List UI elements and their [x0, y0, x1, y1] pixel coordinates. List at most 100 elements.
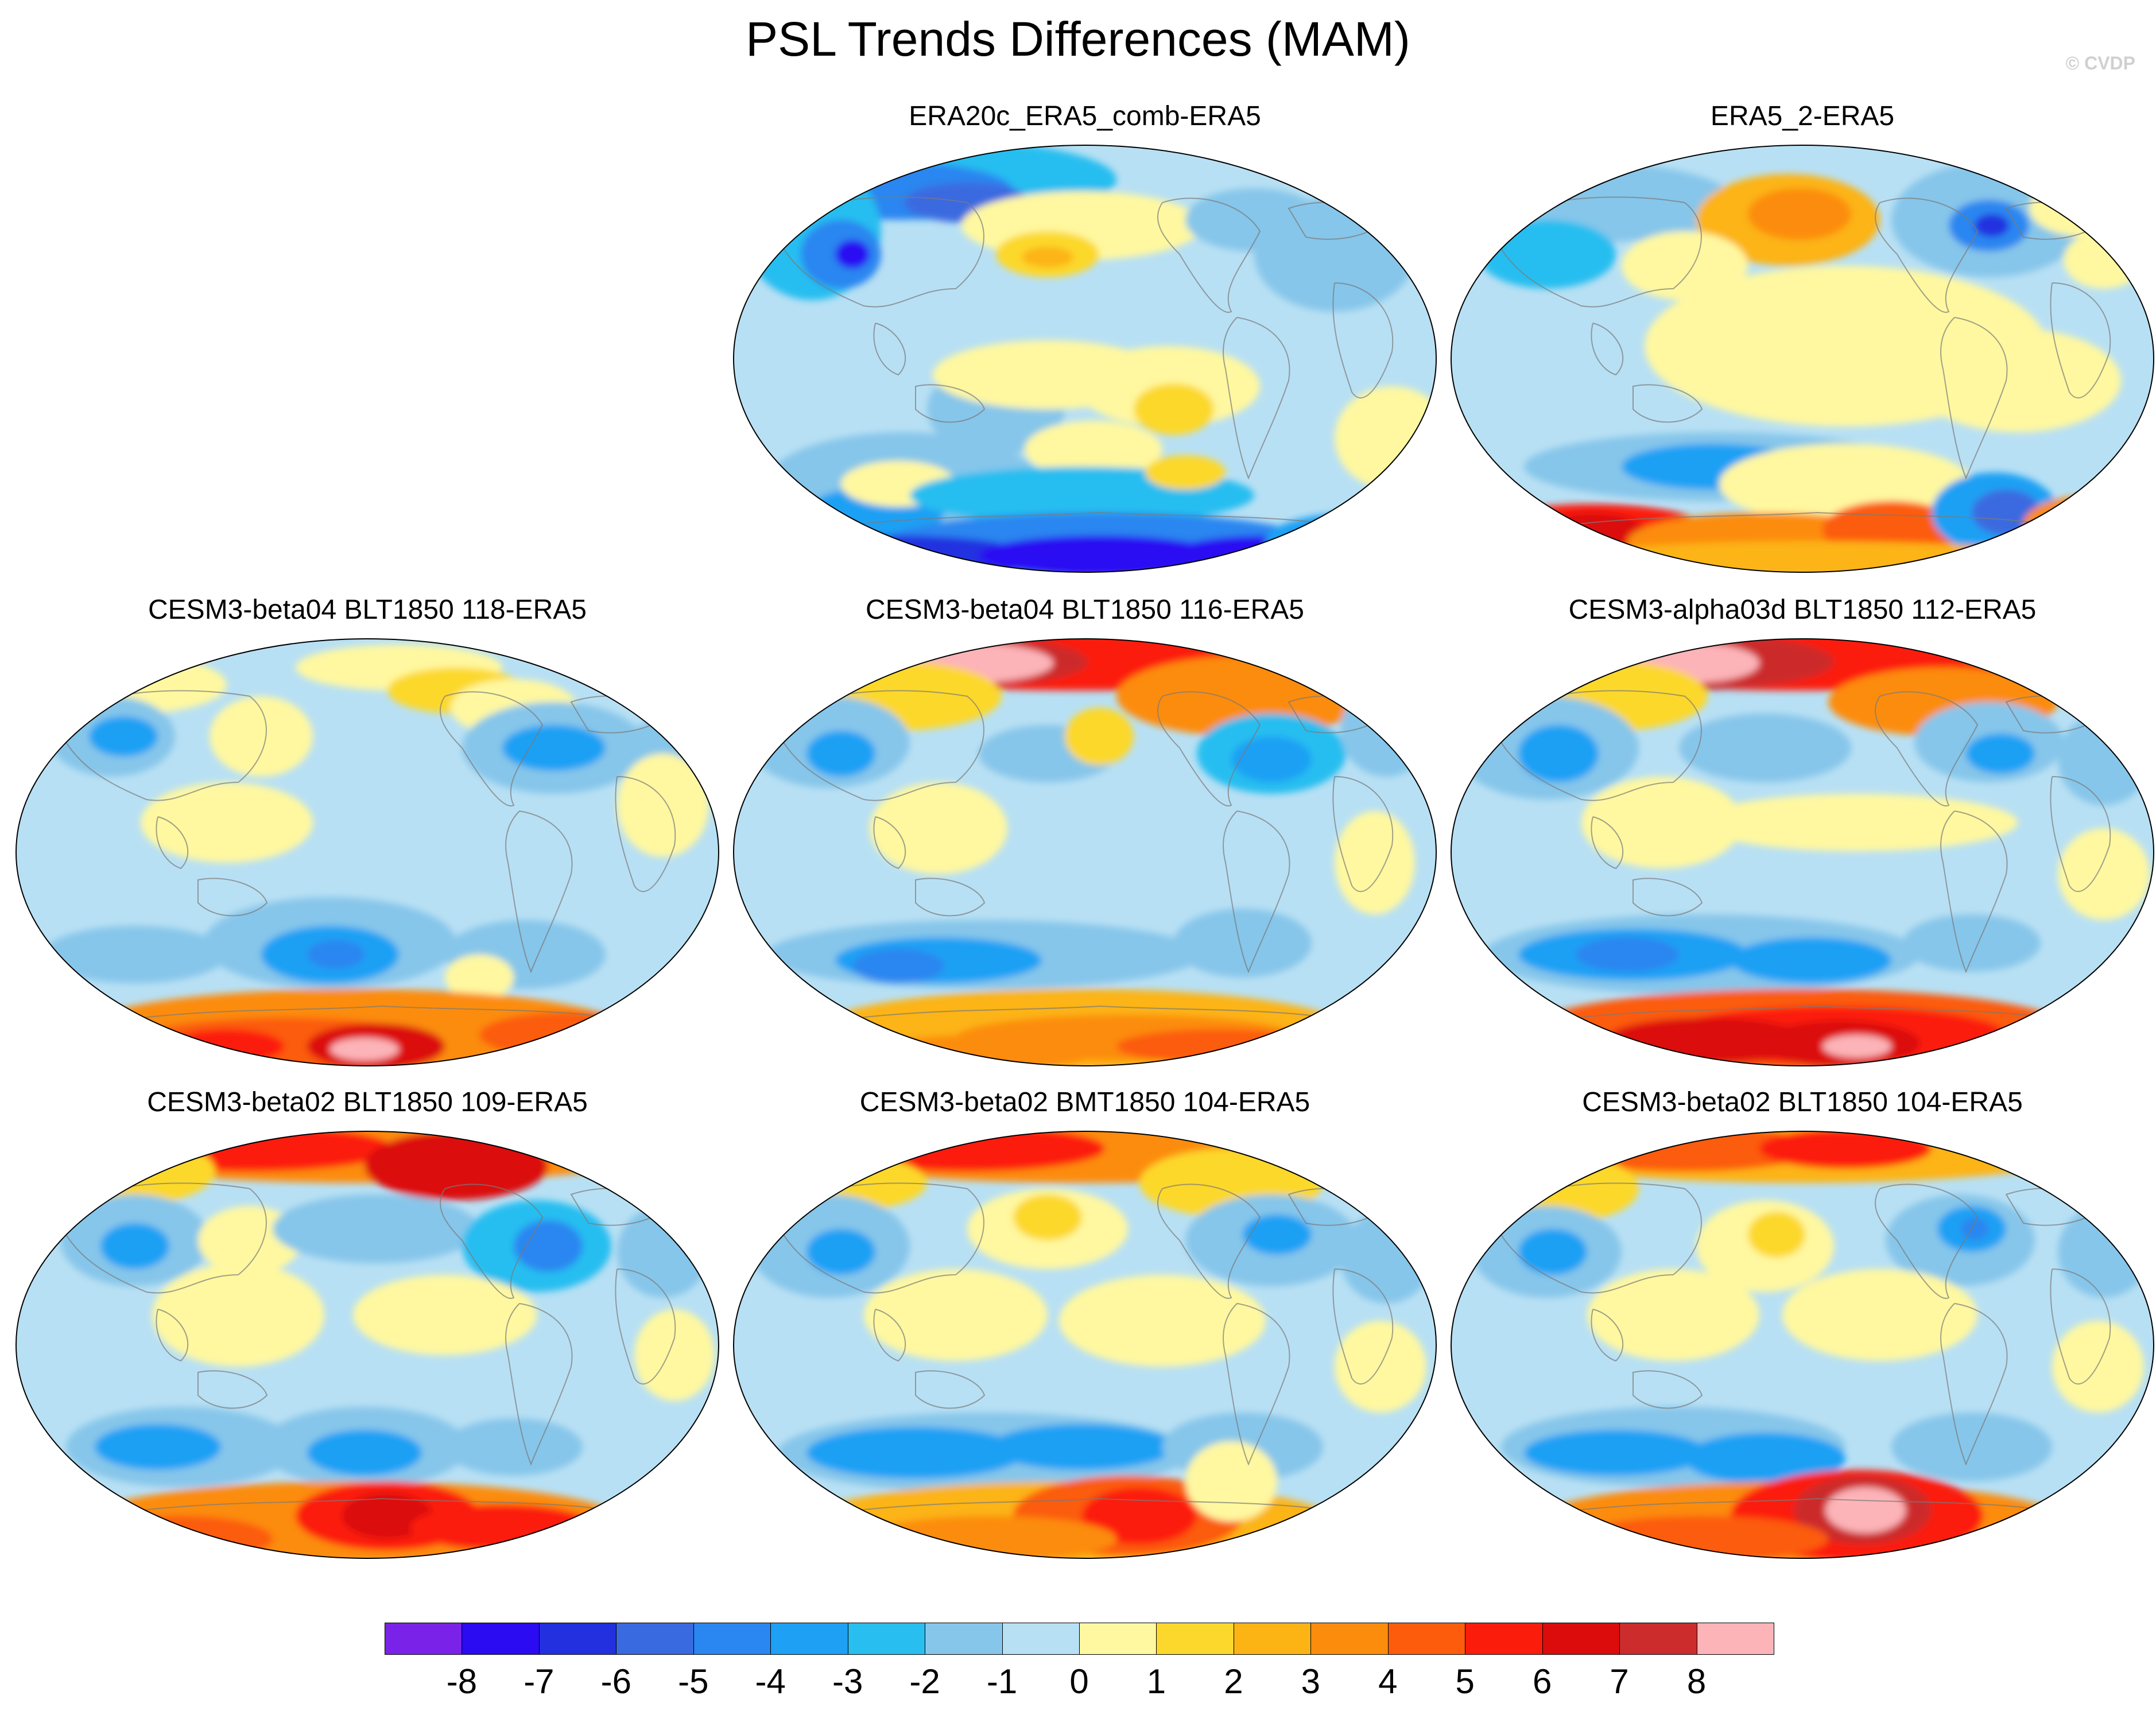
map-svg: [1451, 1131, 2154, 1559]
contour-region: [1891, 1413, 2052, 1481]
coastline: [1223, 1303, 1290, 1466]
coastline: [156, 816, 189, 870]
coastline: [1500, 1497, 2104, 1522]
contour-region: [1022, 247, 1073, 267]
coastline: [915, 384, 986, 423]
figure-title: PSL Trends Differences (MAM): [746, 12, 1410, 66]
map-panel-cesm3-beta04-blt1850-116: CESM3-beta04 BLT1850 116-ERA5: [726, 594, 1444, 1088]
panel-title: CESM3-beta04 BLT1850 118-ERA5: [148, 595, 587, 625]
coastline: [783, 1005, 1387, 1030]
contour-region: [2064, 231, 2144, 289]
colorbar-label: -5: [678, 1662, 709, 1701]
coastlines: [54, 1182, 676, 1522]
contour-region: [1914, 329, 2121, 432]
map-svg: [15, 1131, 719, 1559]
contour-region: [1576, 937, 1679, 972]
panel-title: CESM3-beta02 BLT1850 104-ERA5: [1582, 1087, 2023, 1118]
contour-region: [445, 1418, 583, 1476]
contour-region: [169, 1029, 284, 1064]
contour-region: [1966, 734, 2035, 774]
contour-region: [806, 1229, 875, 1275]
coastline: [1940, 810, 2008, 973]
panel-title: CESM3-beta02 BLT1850 109-ERA5: [147, 1087, 588, 1118]
colorbar-label: 3: [1301, 1662, 1321, 1701]
coastlines: [1489, 196, 2111, 536]
map-border: [15, 638, 719, 1066]
map-border: [1451, 1131, 2154, 1559]
contour-region: [2058, 1206, 2150, 1298]
colorbar-label: -7: [524, 1662, 554, 1701]
contour-region: [1903, 914, 2041, 972]
contour-region: [1340, 685, 1432, 777]
colorbar-label: 8: [1686, 1662, 1707, 1701]
contour-region: [1696, 794, 2018, 851]
colorbar-label: 6: [1532, 1662, 1552, 1701]
contour-region: [1243, 1215, 1312, 1255]
colorbar: [385, 1623, 1774, 1655]
contour-region: [1478, 220, 1616, 289]
trend-field: [1451, 1131, 2154, 1558]
colorbar-swatch: [1002, 1623, 1080, 1655]
contour-region: [1975, 214, 2009, 237]
coastline: [783, 1497, 1387, 1522]
coastline: [439, 691, 544, 807]
contour-region: [870, 1035, 1099, 1066]
contour-region: [1231, 736, 1312, 782]
coastline: [439, 1184, 544, 1299]
map-border: [733, 1131, 1437, 1559]
map-border: [733, 145, 1437, 573]
contour-region: [829, 1131, 1105, 1171]
map-border: [1451, 145, 2154, 573]
map-panel-cesm3-beta02-blt1850-104: CESM3-beta02 BLT1850 104-ERA5: [1444, 1087, 2156, 1580]
coastline: [65, 1497, 669, 1522]
coastline: [1500, 1005, 2104, 1030]
coastline: [915, 878, 986, 917]
contour-region: [100, 1223, 169, 1269]
colorbar-label: 2: [1224, 1662, 1243, 1701]
coastline: [1332, 1268, 1394, 1385]
coastline: [1940, 317, 2008, 480]
contour-region: [502, 725, 606, 771]
coastline: [1874, 1184, 1979, 1299]
trend-field: [734, 639, 1436, 1066]
contour-region: [806, 1427, 1025, 1479]
contour-region: [514, 1220, 583, 1272]
coastline: [1500, 511, 2104, 536]
trend-field: [734, 145, 1436, 572]
colorbar-label: -3: [832, 1662, 863, 1701]
coastline: [1489, 1182, 1702, 1294]
map-svg: [733, 638, 1437, 1066]
coastline: [1632, 1370, 1703, 1409]
contour-region: [2058, 713, 2150, 805]
contour-region: [1685, 1433, 1845, 1484]
colorbar-swatch: [1542, 1623, 1620, 1655]
contour-region: [43, 926, 227, 983]
map-border: [1451, 638, 2154, 1066]
coastline: [1632, 384, 1703, 423]
coastline: [1591, 323, 1624, 376]
coastline: [1157, 691, 1261, 807]
coastline: [1489, 196, 1702, 308]
coastline: [505, 810, 573, 973]
colorbar-swatch: [1156, 1623, 1234, 1655]
contour-region: [1266, 513, 1436, 570]
contour-region: [864, 1269, 1048, 1361]
colorbar-swatch: [385, 1623, 463, 1655]
contour-region: [1570, 541, 2052, 572]
contour-region: [1748, 188, 1851, 240]
coastline: [873, 816, 906, 870]
trend-field: [16, 639, 719, 1066]
colorbar-swatch: [925, 1623, 1003, 1655]
colorbar-swatch: [1696, 1623, 1774, 1655]
colorbar-label: -8: [446, 1662, 478, 1701]
contour-region: [273, 1194, 479, 1263]
contour-region: [95, 1424, 221, 1470]
contour-region: [210, 696, 313, 777]
trend-field: [16, 1131, 719, 1558]
contour-region: [89, 716, 158, 756]
panel-title: ERA20c_ERA5_comb-ERA5: [909, 101, 1261, 131]
contour-region: [1518, 1229, 1587, 1275]
coastline: [1489, 690, 1702, 801]
contour-region: [870, 782, 1007, 874]
contour-region: [1679, 713, 1851, 782]
